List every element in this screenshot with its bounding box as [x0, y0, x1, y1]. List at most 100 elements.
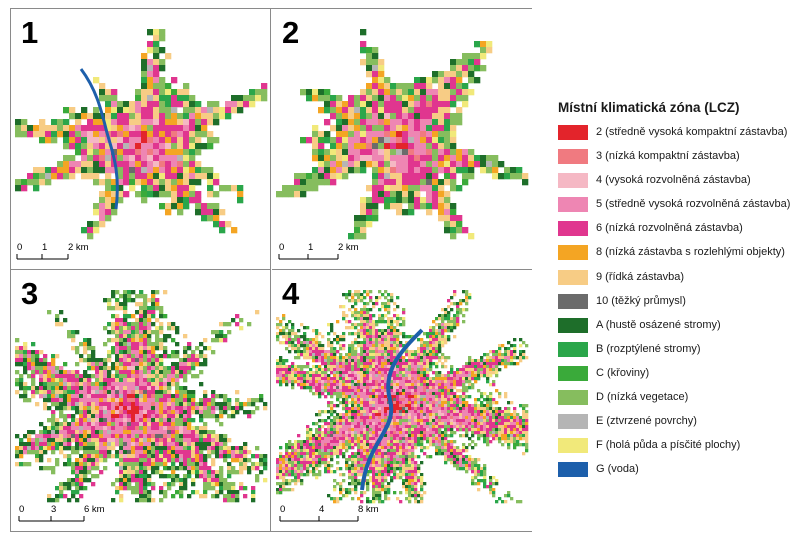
lcz-cell	[107, 358, 112, 363]
lcz-cell	[227, 498, 232, 503]
lcz-cell	[432, 149, 439, 156]
lcz-cell	[83, 474, 88, 479]
lcz-cell	[213, 137, 220, 144]
lcz-cell	[450, 89, 457, 96]
lcz-cell	[363, 365, 367, 369]
lcz-cell	[495, 356, 499, 360]
lcz-cell	[207, 414, 212, 419]
lcz-cell	[69, 137, 76, 144]
lcz-cell	[87, 394, 92, 399]
lcz-cell	[227, 402, 232, 407]
lcz-cell	[417, 374, 421, 378]
lcz-cell	[345, 386, 349, 390]
lcz-cell	[348, 113, 355, 120]
lcz-cell	[384, 377, 388, 381]
lcz-cell	[95, 454, 100, 459]
lcz-cell	[141, 53, 148, 60]
lcz-cell	[163, 374, 168, 379]
lcz-cell	[432, 383, 436, 387]
lcz-cell	[195, 450, 200, 455]
lcz-cell	[417, 416, 421, 420]
lcz-cell	[414, 356, 418, 360]
lcz-cell	[438, 413, 442, 417]
lcz-cell	[462, 374, 466, 378]
lcz-cell	[450, 395, 454, 399]
lcz-cell	[93, 125, 100, 132]
lcz-cell	[177, 89, 184, 96]
lcz-cell	[462, 422, 466, 426]
lcz-cell	[363, 371, 367, 375]
lcz-cell	[251, 494, 256, 499]
lcz-cell	[159, 330, 164, 335]
lcz-cell	[79, 402, 84, 407]
lcz-cell	[468, 173, 475, 180]
lcz-cell	[119, 322, 124, 327]
lcz-cell	[117, 101, 124, 108]
lcz-cell	[243, 486, 248, 491]
lcz-cell	[171, 478, 176, 483]
lcz-cell	[414, 185, 421, 192]
lcz-cell	[360, 359, 364, 363]
lcz-cell	[147, 65, 154, 72]
lcz-cell	[183, 125, 190, 132]
lcz-cell	[141, 161, 148, 168]
lcz-cell	[498, 392, 502, 396]
lcz-cell	[357, 407, 361, 411]
lcz-cell	[47, 378, 52, 383]
lcz-cell	[239, 450, 244, 455]
lcz-cell	[492, 383, 496, 387]
lcz-cell	[123, 370, 128, 375]
lcz-cell	[384, 173, 391, 180]
lcz-cell	[187, 430, 192, 435]
lcz-cell	[231, 101, 238, 108]
lcz-cell	[324, 353, 328, 357]
lcz-cell	[167, 354, 172, 359]
lcz-cell	[408, 125, 415, 132]
lcz-cell	[438, 389, 442, 393]
lcz-cell	[59, 434, 64, 439]
lcz-cell	[155, 354, 160, 359]
lcz-cell	[420, 344, 424, 348]
lcz-cell	[91, 406, 96, 411]
lcz-cell	[151, 434, 156, 439]
lcz-cell	[408, 119, 415, 126]
lcz-cell	[426, 344, 430, 348]
lcz-cell	[450, 371, 454, 375]
lcz-cell	[219, 402, 224, 407]
lcz-cell	[147, 314, 152, 319]
lcz-cell	[87, 426, 92, 431]
lcz-cell	[67, 394, 72, 399]
lcz-cell	[336, 173, 343, 180]
lcz-cell	[444, 149, 451, 156]
lcz-cell	[447, 338, 451, 342]
lcz-cell	[366, 398, 370, 402]
lcz-cell	[432, 332, 436, 336]
lcz-cell	[285, 323, 289, 327]
lcz-cell	[143, 454, 148, 459]
lcz-cell	[147, 362, 152, 367]
lcz-cell	[474, 410, 478, 414]
lcz-cell	[432, 131, 439, 138]
lcz-cell	[151, 298, 156, 303]
lcz-cell	[115, 478, 120, 483]
lcz-cell	[456, 422, 460, 426]
lcz-cell	[195, 167, 202, 174]
lcz-cell	[75, 346, 80, 351]
lcz-cell	[103, 422, 108, 427]
lcz-cell	[147, 310, 152, 315]
lcz-cell	[366, 113, 373, 120]
lcz-cell	[171, 149, 178, 156]
lcz-cell	[420, 179, 427, 186]
lcz-cell	[393, 335, 397, 339]
lcz-cell	[195, 179, 202, 186]
lcz-cell	[426, 185, 433, 192]
lcz-cell	[492, 371, 496, 375]
lcz-cell	[408, 410, 412, 414]
lcz-cell	[348, 107, 355, 114]
lcz-cell	[127, 370, 132, 375]
lcz-cell	[91, 462, 96, 467]
lcz-cell	[384, 314, 388, 318]
lcz-cell	[438, 179, 445, 186]
lcz-cell	[438, 71, 445, 78]
